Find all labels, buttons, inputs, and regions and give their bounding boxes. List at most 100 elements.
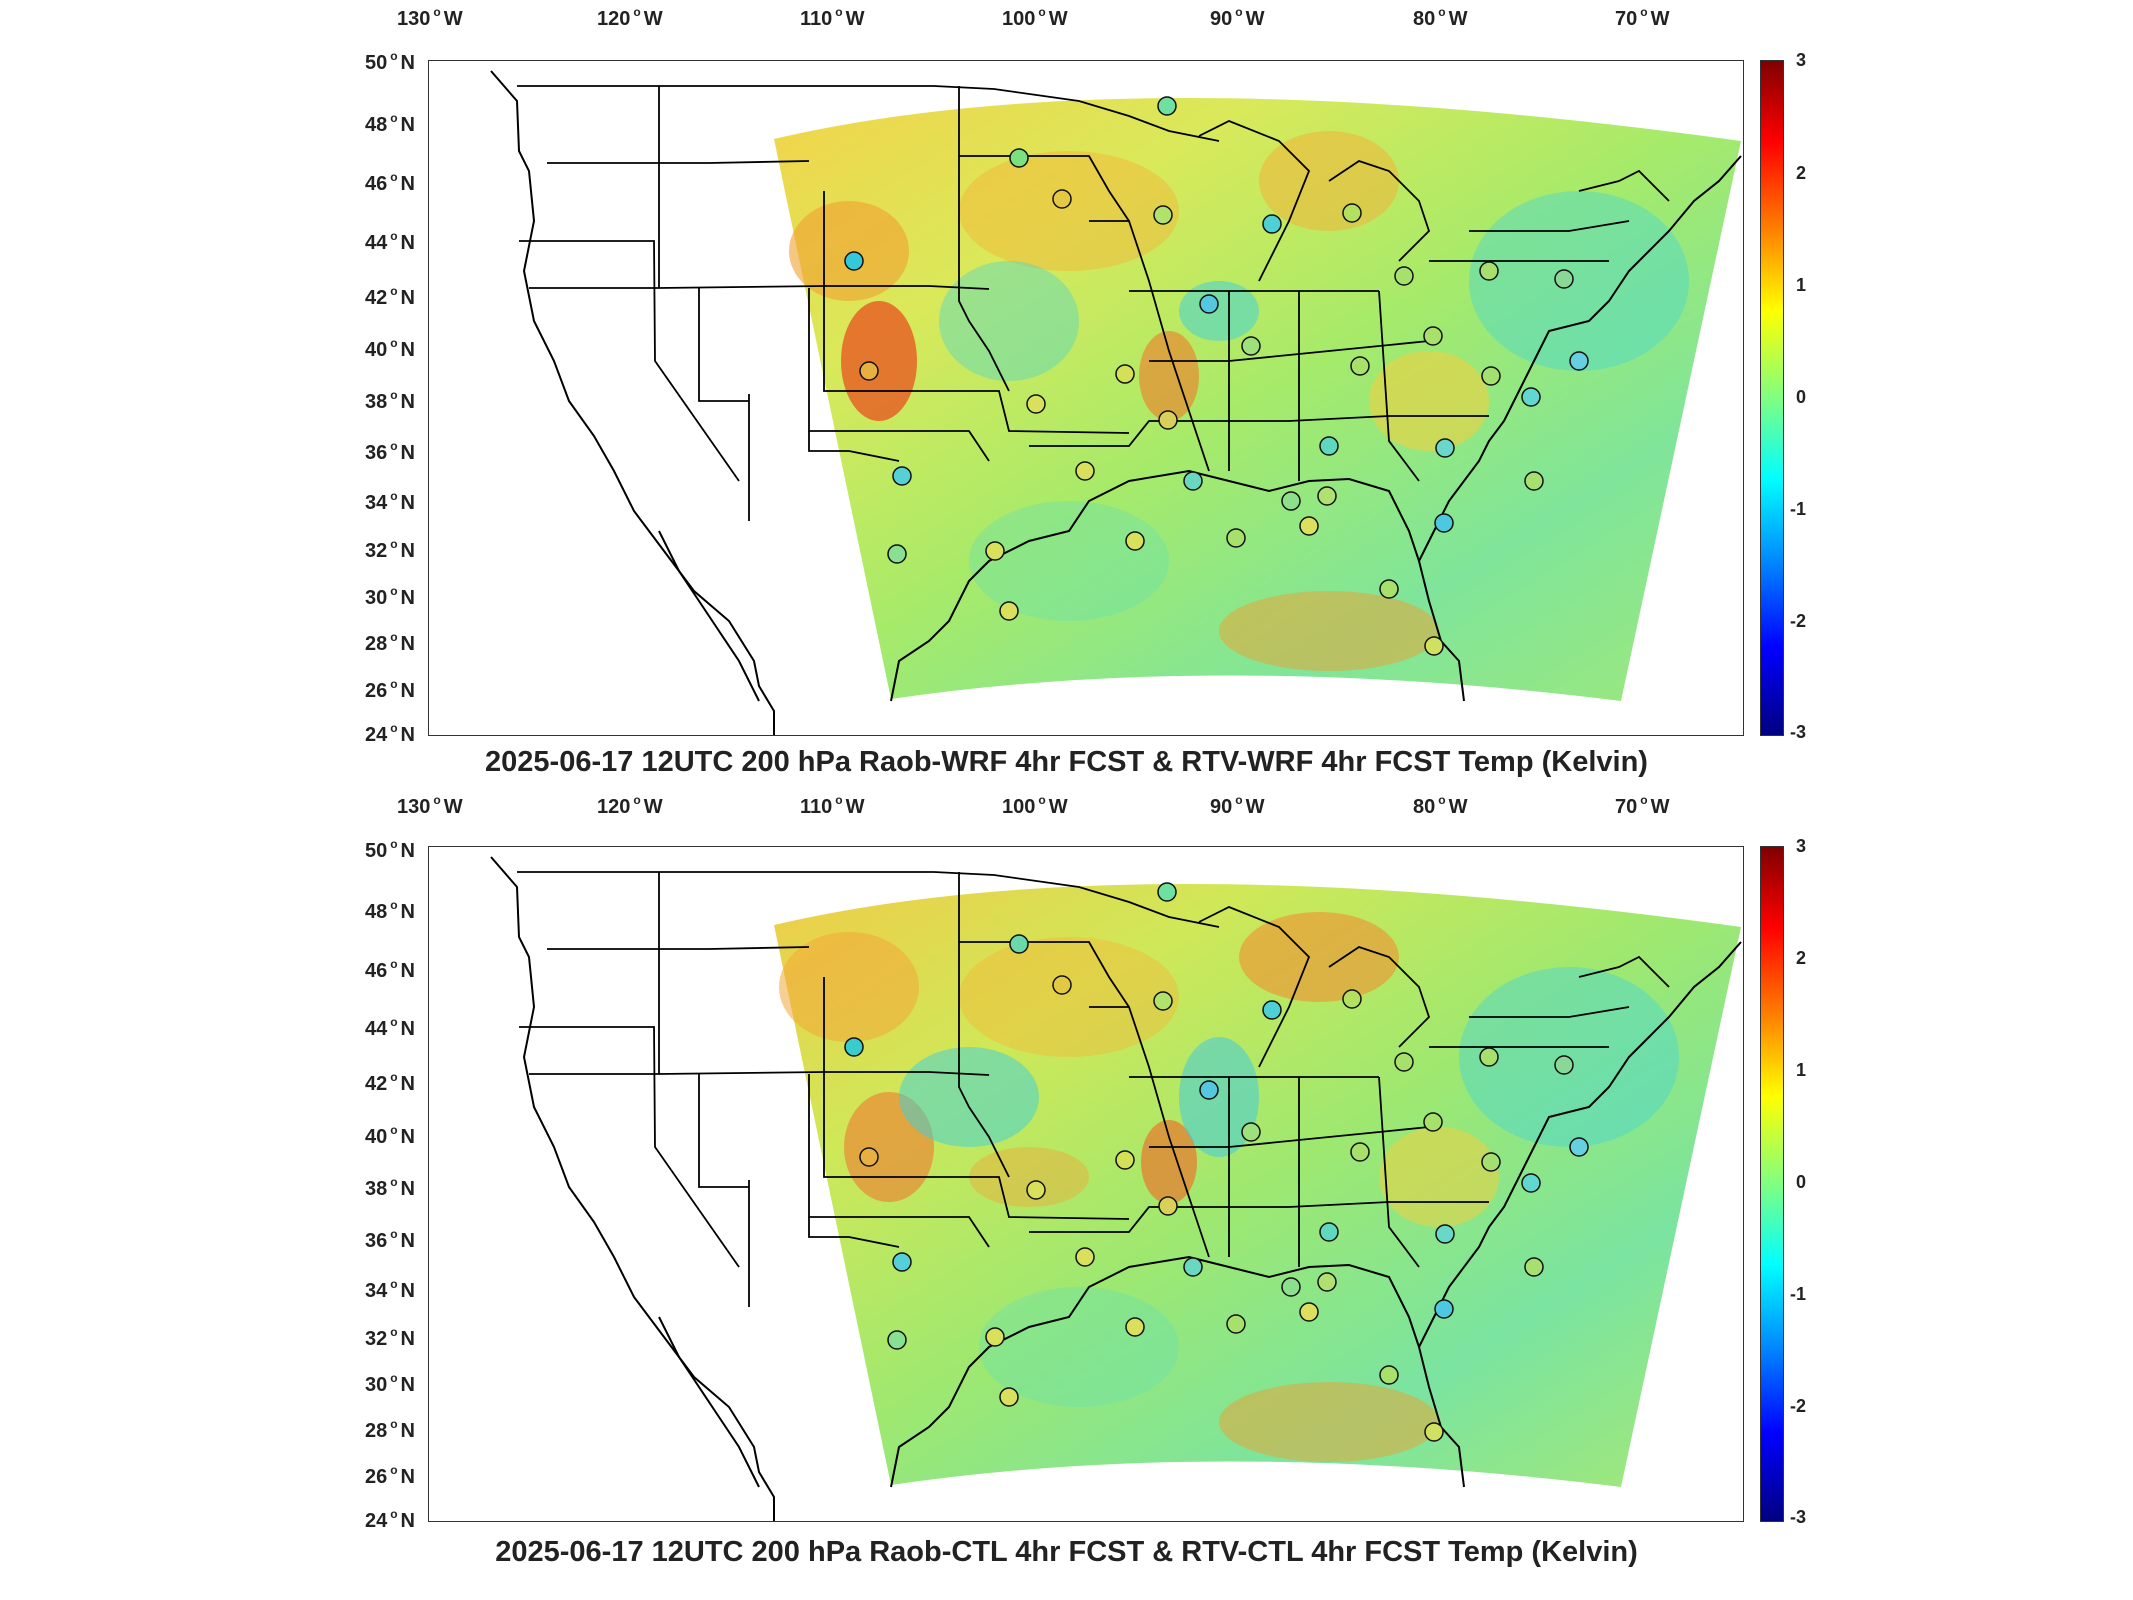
boundary-line [808, 431, 900, 462]
top-map-panel: 130 o W 120 o W 110 o W 100 o W 90 o W 80 o W 70 o W 5… [0, 0, 2133, 790]
cool-anomaly [1179, 281, 1259, 341]
station-marker [999, 1387, 1019, 1407]
warm-anomaly [1141, 1120, 1197, 1204]
cool-anomaly [1469, 191, 1689, 371]
lat-label: 28 o N [364, 1417, 415, 1442]
colorbar-tick: -3 [1790, 1507, 1807, 1527]
station-marker [1158, 1196, 1178, 1216]
station-marker [1435, 1224, 1455, 1244]
station-marker [887, 1330, 907, 1350]
boundary-line [698, 288, 749, 402]
boundary-line [1189, 415, 1489, 422]
station-marker [999, 601, 1019, 621]
lat-label: 36 o N [364, 1227, 415, 1252]
boundary-line [958, 86, 1010, 392]
station-marker [985, 1327, 1005, 1347]
station-marker [1183, 1257, 1203, 1277]
boundary-line [1469, 1006, 1630, 1018]
station-marker [1125, 531, 1145, 551]
station-marker [1521, 387, 1541, 407]
station-marker [1026, 394, 1046, 414]
lon-label: 80 o W [1413, 5, 1468, 30]
temperature-difference-map [428, 60, 1744, 736]
station-marker [1435, 438, 1455, 458]
lat-label: 26 o N [364, 1463, 415, 1488]
lat-label: 42 o N [364, 284, 415, 309]
station-marker [1157, 96, 1177, 116]
colorbar-tick: -2 [1790, 1396, 1807, 1416]
cool-anomaly [979, 1287, 1179, 1407]
boundary-line [519, 1026, 740, 1268]
colorbar-tick: -1 [1790, 1284, 1807, 1304]
station-marker [1394, 266, 1414, 286]
station-marker [1153, 205, 1173, 225]
station-marker [1125, 1317, 1145, 1337]
lon-label: 80 o W [1413, 793, 1468, 818]
station-marker [1262, 214, 1282, 234]
station-marker [1052, 189, 1072, 209]
lon-label: 100 o W [1002, 793, 1068, 818]
station-marker [1157, 882, 1177, 902]
lat-label: 36 o N [364, 439, 415, 464]
lat-label: 38 o N [364, 1175, 415, 1200]
colorbar-tick: 3 [1796, 50, 1807, 70]
station-marker [1009, 148, 1029, 168]
station-marker [1350, 356, 1370, 376]
boundary-line [1328, 946, 1431, 1048]
station-marker [1423, 326, 1443, 346]
west-coast [490, 856, 775, 1521]
colorbar [1760, 846, 1784, 1522]
cool-anomaly [899, 1047, 1039, 1147]
west-coast [490, 70, 775, 735]
lon-label: 130 o W [397, 5, 463, 30]
colorbar-tick: 0 [1796, 387, 1807, 407]
station-marker [1226, 528, 1246, 548]
lat-label: 44 o N [364, 1015, 415, 1040]
lat-label: 34 o N [364, 1277, 415, 1302]
canada-border [517, 871, 1220, 928]
colorbar-tick: -3 [1790, 722, 1807, 742]
station-marker [1281, 491, 1301, 511]
colorbar-tick: 0 [1796, 1172, 1807, 1192]
lon-label: 110 o W [800, 793, 865, 818]
map-title: 2025-06-17 12UTC 200 hPa Raob-WRF 4hr FC… [485, 746, 1648, 778]
lat-label: 40 o N [364, 1123, 415, 1148]
station-marker [1569, 351, 1589, 371]
boundary-line [1328, 160, 1431, 262]
coastlines [490, 70, 1742, 735]
colorbar-tick: 3 [1796, 836, 1807, 856]
colorbar-tick: -1 [1790, 499, 1807, 519]
station-marker [1226, 1314, 1246, 1334]
colorbar-tick: 2 [1796, 163, 1807, 183]
canada-border [517, 85, 1220, 142]
station-marker [859, 1147, 879, 1167]
boundary-line [547, 160, 810, 164]
cool-anomaly [969, 501, 1169, 621]
lat-label: 38 o N [364, 388, 415, 413]
boundary-line [808, 288, 990, 462]
station-marker [1379, 579, 1399, 599]
station-marker [1524, 471, 1544, 491]
state-boundaries [517, 85, 1670, 521]
lat-label: 46 o N [364, 957, 415, 982]
boundary-line [808, 1074, 990, 1248]
station-marker [1115, 364, 1135, 384]
boundary-line [698, 1074, 749, 1188]
lat-label: 32 o N [364, 1325, 415, 1350]
station-marker [1342, 989, 1362, 1009]
coastlines [490, 856, 1742, 1521]
station-marker [1521, 1173, 1541, 1193]
colorbar-tick: 2 [1796, 948, 1807, 968]
lat-label: 30 o N [364, 1371, 415, 1396]
colorbar-tick: 1 [1796, 1060, 1807, 1080]
lon-label: 70 o W [1615, 793, 1670, 818]
east-coast [1418, 155, 1742, 562]
lon-label: 90 o W [1210, 793, 1265, 818]
warm-anomaly [841, 301, 917, 421]
warm-anomaly [959, 937, 1179, 1057]
boundary-line [808, 1217, 900, 1248]
station-marker [1423, 1112, 1443, 1132]
station-marker [1434, 1299, 1454, 1319]
station-marker [1434, 513, 1454, 533]
state-boundaries [517, 871, 1670, 1307]
